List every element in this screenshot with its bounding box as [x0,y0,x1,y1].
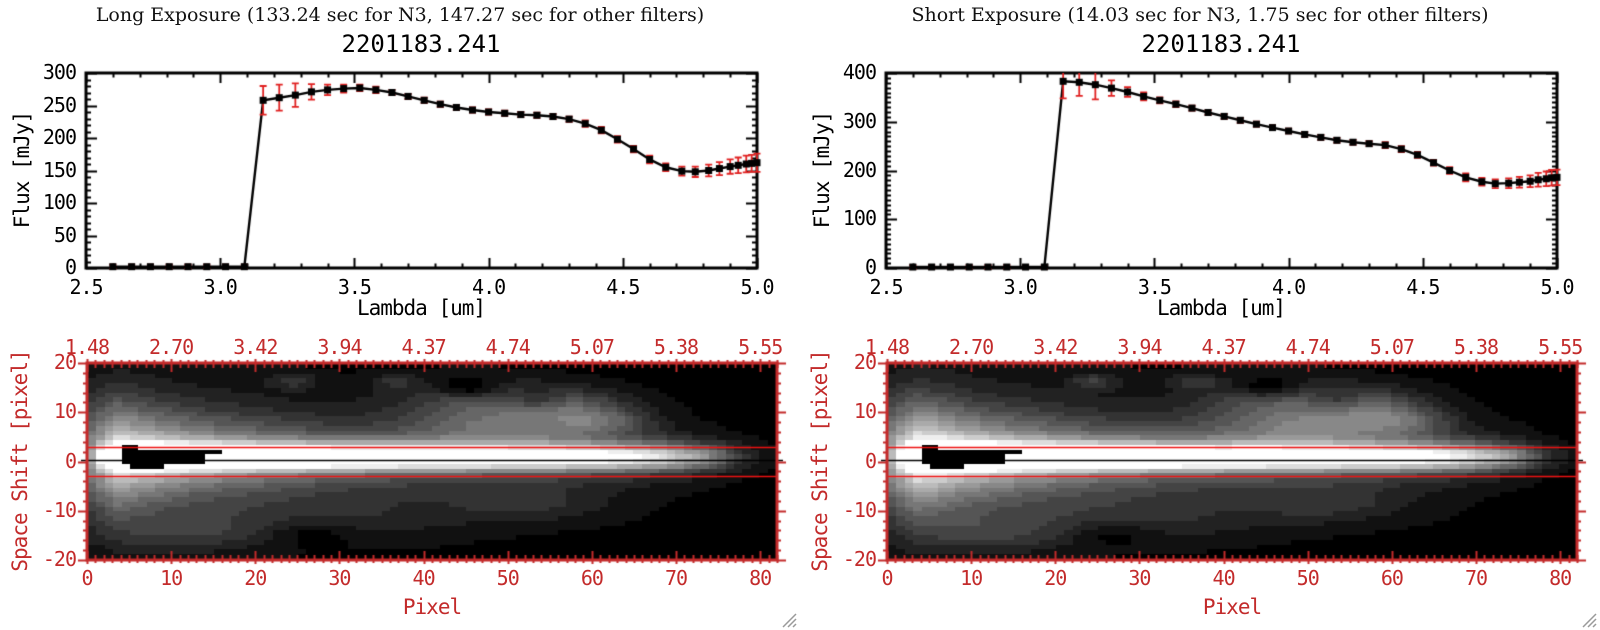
flux-x-tick-label: 4.5 [606,275,640,299]
space-shift-axis-label: Space Shift [pixel] [808,350,832,572]
target-id-title: 2201183.241 [341,30,501,58]
wavelength-top-tick-label: 3.42 [233,335,278,359]
flux-y-tick-label: 0 [864,255,877,279]
flux-y-tick-label: 300 [42,60,77,84]
flux-y-tick-label: 150 [42,157,77,182]
flux-y-tick-label: 400 [842,60,877,84]
resize-grip-icon[interactable] [781,612,798,628]
pixel-axis-label: Pixel [402,595,462,619]
wavelength-top-tick-label: 3.42 [1033,335,1078,359]
long-exposure-plot-canvas [0,0,800,630]
pixel-x-tick-label: 60 [580,566,604,590]
flux-x-tick-label: 3.5 [1137,275,1172,299]
pixel-x-tick-label: 70 [1464,566,1488,590]
flux-x-tick-label: 2.5 [869,275,903,299]
exposure-header: Long Exposure (133.24 sec for N3, 147.27… [95,4,705,26]
flux-y-tick-label: 300 [842,108,877,133]
pixel-x-tick-label: 40 [1212,566,1236,590]
flux-y-tick-label: 250 [42,92,77,117]
flux-y-tick-label: 200 [42,125,77,149]
pixel-x-tick-label: 30 [328,566,351,590]
space-shift-y-tick-label: 20 [53,350,77,374]
wavelength-top-tick-label: 4.74 [1285,335,1331,359]
space-shift-y-tick-label: -10 [842,497,877,522]
space-shift-y-tick-label: -20 [842,547,877,571]
pixel-x-tick-label: 60 [1380,566,1404,590]
lambda-axis-label: Lambda [um] [1156,296,1286,320]
flux-y-tick-label: 100 [42,190,77,214]
wavelength-top-tick-label: 1.48 [864,335,910,359]
wavelength-top-tick-label: 2.70 [949,335,994,359]
wavelength-top-tick-label: 5.38 [1453,335,1499,359]
flux-y-tick-label: 200 [842,157,877,182]
wavelength-top-tick-label: 4.37 [1201,335,1246,359]
flux-axis-label: Flux [mJy] [10,111,34,229]
flux-x-tick-label: 3.0 [203,275,238,299]
flux-y-tick-label: 0 [64,255,77,279]
space-shift-y-tick-label: 0 [864,448,877,473]
flux-x-tick-label: 3.5 [337,275,372,299]
wavelength-top-tick-label: 4.74 [485,335,531,359]
wavelength-top-tick-label: 5.55 [738,335,783,359]
wavelength-top-tick-label: 5.07 [1369,335,1415,359]
flux-x-tick-label: 3.0 [1003,275,1038,299]
flux-axis-label: Flux [mJy] [810,111,834,229]
wavelength-top-tick-label: 1.48 [64,335,110,359]
pixel-x-tick-label: 30 [1128,566,1151,590]
pixel-x-tick-label: 70 [664,566,688,590]
space-shift-y-tick-label: -10 [42,497,77,522]
pixel-x-tick-label: 80 [1549,566,1572,590]
flux-x-tick-label: 5.0 [740,275,774,299]
pixel-x-tick-label: 40 [412,566,436,590]
wavelength-top-tick-label: 5.55 [1538,335,1583,359]
flux-x-tick-label: 4.5 [1406,275,1440,299]
pixel-x-tick-label: 10 [160,566,183,590]
flux-y-tick-label: 100 [842,206,877,231]
pixel-x-tick-label: 50 [496,566,520,590]
pixel-x-tick-label: 20 [1044,566,1067,590]
resize-grip-icon[interactable] [1581,612,1598,628]
flux-x-tick-label: 2.5 [69,275,103,299]
flux-y-tick-label: 50 [53,222,77,247]
short-exposure-plot-canvas [800,0,1600,630]
short-exposure-panel: Short Exposure (14.03 sec for N3, 1.75 s… [800,0,1600,630]
exposure-header: Short Exposure (14.03 sec for N3, 1.75 s… [911,4,1489,26]
space-shift-axis-label: Space Shift [pixel] [8,350,32,572]
pixel-axis-label: Pixel [1202,595,1262,619]
flux-x-tick-label: 4.0 [1272,275,1306,299]
space-shift-y-tick-label: -20 [42,547,77,571]
target-id-title: 2201183.241 [1141,30,1301,58]
wavelength-top-tick-label: 2.70 [149,335,194,359]
lambda-axis-label: Lambda [um] [356,296,486,320]
space-shift-y-tick-label: 10 [853,399,877,424]
space-shift-y-tick-label: 20 [853,350,877,374]
wavelength-top-tick-label: 5.38 [653,335,699,359]
pixel-x-tick-label: 10 [960,566,983,590]
pixel-x-tick-label: 50 [1296,566,1320,590]
space-shift-y-tick-label: 0 [64,448,77,473]
pixel-x-tick-label: 0 [81,566,93,590]
flux-x-tick-label: 5.0 [1540,275,1574,299]
space-shift-y-tick-label: 10 [53,399,77,424]
pixel-x-tick-label: 80 [749,566,772,590]
wavelength-top-tick-label: 3.94 [317,335,362,359]
wavelength-top-tick-label: 4.37 [401,335,446,359]
flux-x-tick-label: 4.0 [472,275,506,299]
long-exposure-panel: Long Exposure (133.24 sec for N3, 147.27… [0,0,800,630]
pixel-x-tick-label: 20 [244,566,267,590]
pixel-x-tick-label: 0 [881,566,893,590]
wavelength-top-tick-label: 3.94 [1117,335,1162,359]
wavelength-top-tick-label: 5.07 [569,335,615,359]
